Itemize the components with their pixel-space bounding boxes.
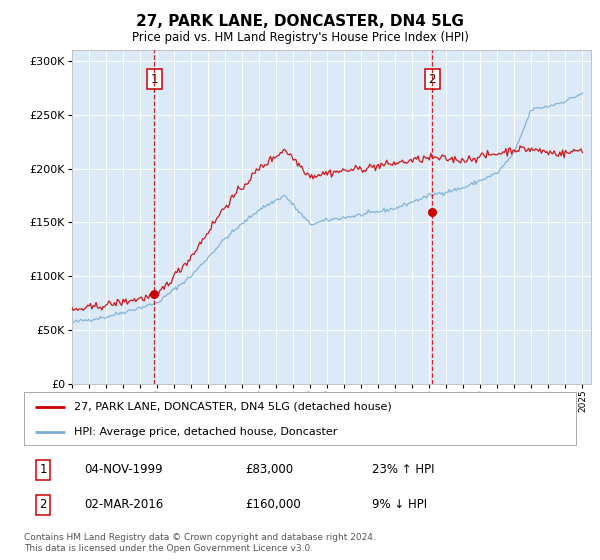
Text: 1: 1: [40, 464, 47, 477]
Text: HPI: Average price, detached house, Doncaster: HPI: Average price, detached house, Donc…: [74, 427, 337, 437]
Text: 04-NOV-1999: 04-NOV-1999: [85, 464, 163, 477]
Text: 2: 2: [40, 498, 47, 511]
Text: 27, PARK LANE, DONCASTER, DN4 5LG: 27, PARK LANE, DONCASTER, DN4 5LG: [136, 14, 464, 29]
Text: Price paid vs. HM Land Registry's House Price Index (HPI): Price paid vs. HM Land Registry's House …: [131, 31, 469, 44]
Text: 23% ↑ HPI: 23% ↑ HPI: [372, 464, 434, 477]
Text: £160,000: £160,000: [245, 498, 301, 511]
Text: 02-MAR-2016: 02-MAR-2016: [85, 498, 164, 511]
Text: Contains HM Land Registry data © Crown copyright and database right 2024.
This d: Contains HM Land Registry data © Crown c…: [24, 533, 376, 553]
Text: 9% ↓ HPI: 9% ↓ HPI: [372, 498, 427, 511]
Text: 2: 2: [428, 73, 436, 86]
Text: £83,000: £83,000: [245, 464, 293, 477]
Text: 27, PARK LANE, DONCASTER, DN4 5LG (detached house): 27, PARK LANE, DONCASTER, DN4 5LG (detac…: [74, 402, 391, 412]
Text: 1: 1: [151, 73, 158, 86]
